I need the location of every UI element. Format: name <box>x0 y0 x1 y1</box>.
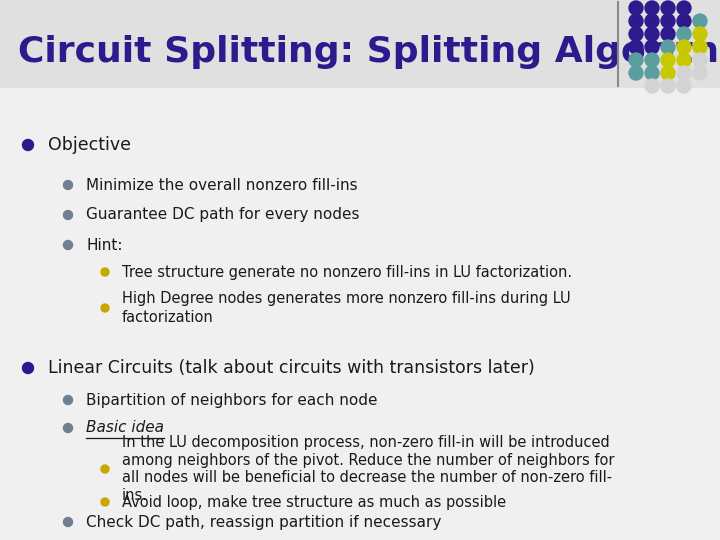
Circle shape <box>677 79 691 93</box>
Text: Basic idea: Basic idea <box>86 421 164 435</box>
Circle shape <box>629 66 643 80</box>
Text: Hint:: Hint: <box>86 238 122 253</box>
Text: Bipartition of neighbors for each node: Bipartition of neighbors for each node <box>86 393 377 408</box>
Circle shape <box>645 40 659 54</box>
Circle shape <box>677 1 691 15</box>
Circle shape <box>645 66 659 80</box>
Circle shape <box>22 362 34 374</box>
Circle shape <box>629 1 643 15</box>
Circle shape <box>63 517 73 526</box>
Bar <box>0 0 720 88</box>
Circle shape <box>101 498 109 506</box>
Circle shape <box>101 268 109 276</box>
Text: Guarantee DC path for every nodes: Guarantee DC path for every nodes <box>86 207 359 222</box>
Circle shape <box>629 40 643 54</box>
Text: Check DC path, reassign partition if necessary: Check DC path, reassign partition if nec… <box>86 515 441 530</box>
Circle shape <box>645 27 659 41</box>
Circle shape <box>661 40 675 54</box>
Text: Circuit Splitting: Splitting Algorithm: Circuit Splitting: Splitting Algorithm <box>18 35 720 69</box>
Text: High Degree nodes generates more nonzero fill-ins during LU
factorization: High Degree nodes generates more nonzero… <box>122 292 571 325</box>
Text: Minimize the overall nonzero fill-ins: Minimize the overall nonzero fill-ins <box>86 178 358 192</box>
Circle shape <box>661 66 675 80</box>
Circle shape <box>693 40 707 54</box>
Circle shape <box>661 79 675 93</box>
Circle shape <box>63 240 73 249</box>
Circle shape <box>645 1 659 15</box>
Circle shape <box>677 53 691 67</box>
Text: Linear Circuits (talk about circuits with transistors later): Linear Circuits (talk about circuits wit… <box>48 359 535 377</box>
Circle shape <box>101 304 109 312</box>
Circle shape <box>661 53 675 67</box>
Text: Avoid loop, make tree structure as much as possible: Avoid loop, make tree structure as much … <box>122 495 506 510</box>
Circle shape <box>22 139 34 151</box>
Text: In the LU decomposition process, non-zero fill-in will be introduced
among neigh: In the LU decomposition process, non-zer… <box>122 435 614 503</box>
Circle shape <box>645 14 659 28</box>
Circle shape <box>661 1 675 15</box>
Circle shape <box>693 53 707 67</box>
Circle shape <box>63 211 73 219</box>
Circle shape <box>677 66 691 80</box>
Circle shape <box>629 27 643 41</box>
Circle shape <box>629 53 643 67</box>
Circle shape <box>645 79 659 93</box>
Circle shape <box>677 27 691 41</box>
Circle shape <box>677 40 691 54</box>
Circle shape <box>661 27 675 41</box>
Circle shape <box>63 395 73 404</box>
Text: Tree structure generate no nonzero fill-ins in LU factorization.: Tree structure generate no nonzero fill-… <box>122 265 572 280</box>
Circle shape <box>693 66 707 80</box>
Circle shape <box>693 14 707 28</box>
Text: Objective: Objective <box>48 136 131 154</box>
Circle shape <box>101 465 109 473</box>
Circle shape <box>63 423 73 433</box>
Circle shape <box>661 14 675 28</box>
Circle shape <box>693 27 707 41</box>
Circle shape <box>677 14 691 28</box>
Circle shape <box>63 180 73 190</box>
Circle shape <box>629 14 643 28</box>
Circle shape <box>645 53 659 67</box>
